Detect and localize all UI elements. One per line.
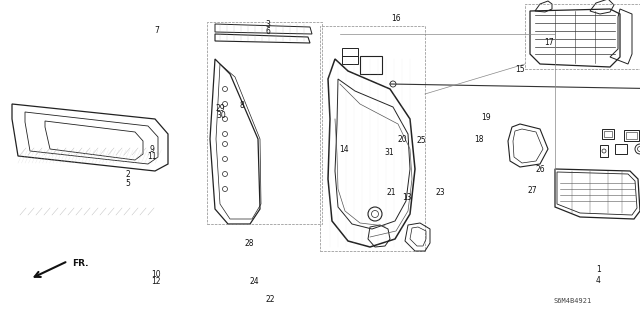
Text: 1: 1 bbox=[596, 265, 601, 274]
Bar bbox=[624, 130, 639, 141]
Text: 11: 11 bbox=[148, 152, 157, 161]
Text: 20: 20 bbox=[397, 135, 407, 144]
Text: FR.: FR. bbox=[72, 259, 88, 269]
Text: 19: 19 bbox=[481, 113, 492, 122]
Text: 2: 2 bbox=[125, 170, 131, 179]
Bar bbox=[626, 132, 637, 139]
Text: 8: 8 bbox=[239, 101, 244, 110]
Text: 26: 26 bbox=[536, 165, 546, 174]
Text: 10: 10 bbox=[150, 270, 161, 279]
Text: 12: 12 bbox=[151, 277, 160, 286]
Text: 27: 27 bbox=[527, 186, 538, 195]
Bar bbox=[360, 56, 382, 74]
Text: 9: 9 bbox=[150, 145, 155, 154]
Text: 24: 24 bbox=[250, 277, 260, 286]
Text: 28: 28 bbox=[245, 239, 254, 248]
Text: 14: 14 bbox=[339, 145, 349, 154]
Bar bbox=[615, 144, 627, 154]
Text: 25: 25 bbox=[416, 136, 426, 145]
Text: 21: 21 bbox=[387, 188, 396, 197]
Text: 30: 30 bbox=[216, 111, 226, 120]
Bar bbox=[342, 56, 358, 64]
Bar bbox=[342, 48, 358, 56]
Text: 4: 4 bbox=[596, 276, 601, 285]
Text: 5: 5 bbox=[125, 179, 131, 188]
Text: S6M4B4921: S6M4B4921 bbox=[554, 299, 592, 304]
Text: 22: 22 bbox=[266, 295, 275, 304]
Text: 29: 29 bbox=[216, 104, 226, 113]
Text: 31: 31 bbox=[384, 148, 394, 157]
Bar bbox=[525, 4, 640, 69]
Text: 17: 17 bbox=[544, 38, 554, 47]
Text: 15: 15 bbox=[515, 65, 525, 74]
Text: 3: 3 bbox=[265, 20, 270, 29]
Text: 6: 6 bbox=[265, 27, 270, 36]
Bar bbox=[602, 129, 614, 139]
Text: 13: 13 bbox=[402, 193, 412, 202]
Bar bbox=[604, 131, 612, 137]
Text: 18: 18 bbox=[474, 135, 483, 144]
Bar bbox=[320, 26, 425, 251]
Text: 16: 16 bbox=[390, 14, 401, 23]
Text: 23: 23 bbox=[435, 188, 445, 197]
Bar bbox=[207, 22, 322, 224]
Bar bbox=[600, 145, 608, 157]
Text: 7: 7 bbox=[154, 26, 159, 35]
